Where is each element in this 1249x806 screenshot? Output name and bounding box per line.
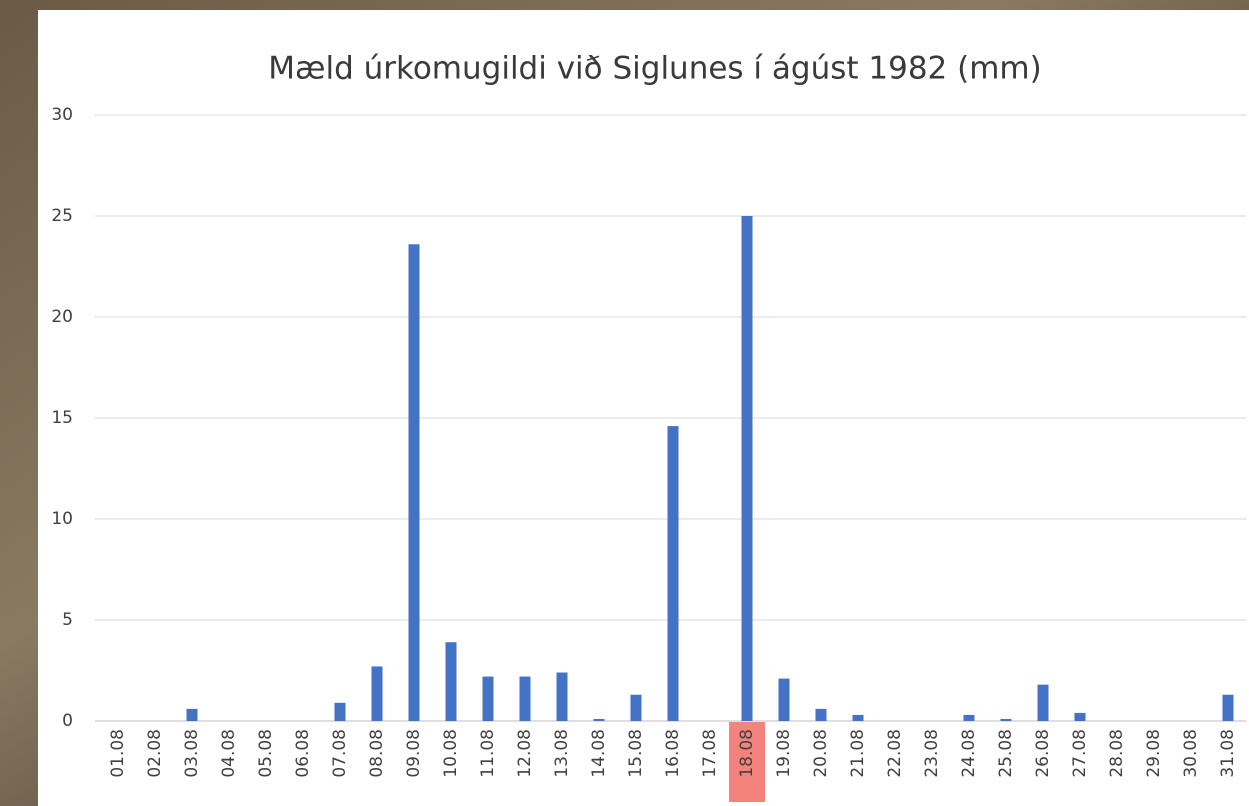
bar [372, 666, 383, 721]
bar [1223, 695, 1234, 721]
x-tick-label: 31.08 [1218, 729, 1238, 778]
x-tick-label: 27.08 [1070, 729, 1090, 778]
y-tick-label: 0 [62, 711, 73, 731]
bar [779, 679, 790, 721]
bar [520, 677, 531, 721]
bar [594, 719, 605, 721]
bar [631, 695, 642, 721]
y-tick-label: 10 [51, 509, 73, 529]
x-tick-label: 01.08 [108, 729, 128, 778]
x-tick-label: 08.08 [367, 729, 387, 778]
chart-title: Mæld úrkomugildi við Siglunes í ágúst 19… [268, 51, 1041, 87]
bar [335, 703, 346, 721]
y-tick-label: 20 [51, 307, 73, 327]
bar [446, 642, 457, 721]
chart-panel [38, 10, 1249, 806]
x-tick-label: 15.08 [626, 729, 646, 778]
bar [187, 709, 198, 721]
bar [557, 673, 568, 721]
bar [1001, 719, 1012, 721]
x-tick-label: 02.08 [145, 729, 165, 778]
x-tick-label: 20.08 [811, 729, 831, 778]
x-tick-label: 14.08 [589, 729, 609, 778]
x-tick-label: 18.08 [737, 729, 757, 778]
bar [668, 426, 679, 721]
x-tick-label: 03.08 [182, 729, 202, 778]
y-tick-label: 30 [51, 105, 73, 125]
bar [1075, 713, 1086, 721]
bar [1038, 685, 1049, 721]
x-tick-label: 12.08 [515, 729, 535, 778]
x-tick-label: 28.08 [1107, 729, 1127, 778]
x-tick-label: 30.08 [1181, 729, 1201, 778]
x-tick-label: 25.08 [996, 729, 1016, 778]
x-tick-label: 11.08 [478, 729, 498, 778]
x-tick-label: 16.08 [663, 729, 683, 778]
x-tick-label: 05.08 [256, 729, 276, 778]
x-tick-label: 07.08 [330, 729, 350, 778]
x-tick-label: 21.08 [848, 729, 868, 778]
y-tick-label: 25 [51, 206, 73, 226]
bar [816, 709, 827, 721]
x-tick-label: 13.08 [552, 729, 572, 778]
bar [483, 677, 494, 721]
x-tick-label: 29.08 [1144, 729, 1164, 778]
x-tick-label: 04.08 [219, 729, 239, 778]
bar [964, 715, 975, 721]
bar [742, 216, 753, 721]
x-tick-label: 09.08 [404, 729, 424, 778]
bar [853, 715, 864, 721]
x-tick-label: 17.08 [700, 729, 720, 778]
x-tick-label: 24.08 [959, 729, 979, 778]
y-tick-label: 15 [51, 408, 73, 428]
x-tick-label: 06.08 [293, 729, 313, 778]
x-tick-label: 23.08 [922, 729, 942, 778]
x-tick-label: 10.08 [441, 729, 461, 778]
y-tick-label: 5 [62, 610, 73, 630]
x-tick-label: 22.08 [885, 729, 905, 778]
page: {"chart_data": {"type": "bar", "title": … [0, 0, 1249, 806]
chart: Mæld úrkomugildi við Siglunes í ágúst 19… [0, 0, 1249, 806]
x-tick-label: 19.08 [774, 729, 794, 778]
bar [409, 244, 420, 721]
x-tick-label: 26.08 [1033, 729, 1053, 778]
